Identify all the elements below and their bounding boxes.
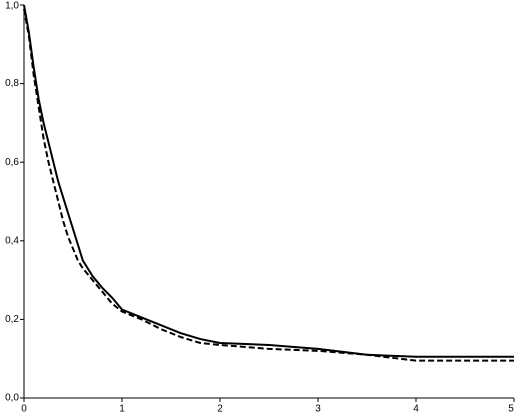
x-tick-label: 3: [315, 404, 321, 415]
y-tick-label: 0,4: [5, 235, 19, 246]
x-tick-label: 1: [119, 404, 125, 415]
x-tick-label: 4: [413, 404, 419, 415]
y-tick-label: 0,6: [5, 157, 19, 168]
x-tick-label: 2: [217, 404, 223, 415]
y-tick-label: 1,0: [5, 1, 19, 12]
survival-line: [23, 8, 514, 362]
y-tick-label: 0,0: [5, 393, 19, 404]
y-tick-label: 0,8: [5, 78, 19, 89]
x-tick-label: 0: [21, 404, 27, 415]
survival-line: [23, 4, 514, 358]
y-tick-label: 0,2: [5, 314, 19, 325]
x-tick-label: 5: [508, 404, 514, 415]
